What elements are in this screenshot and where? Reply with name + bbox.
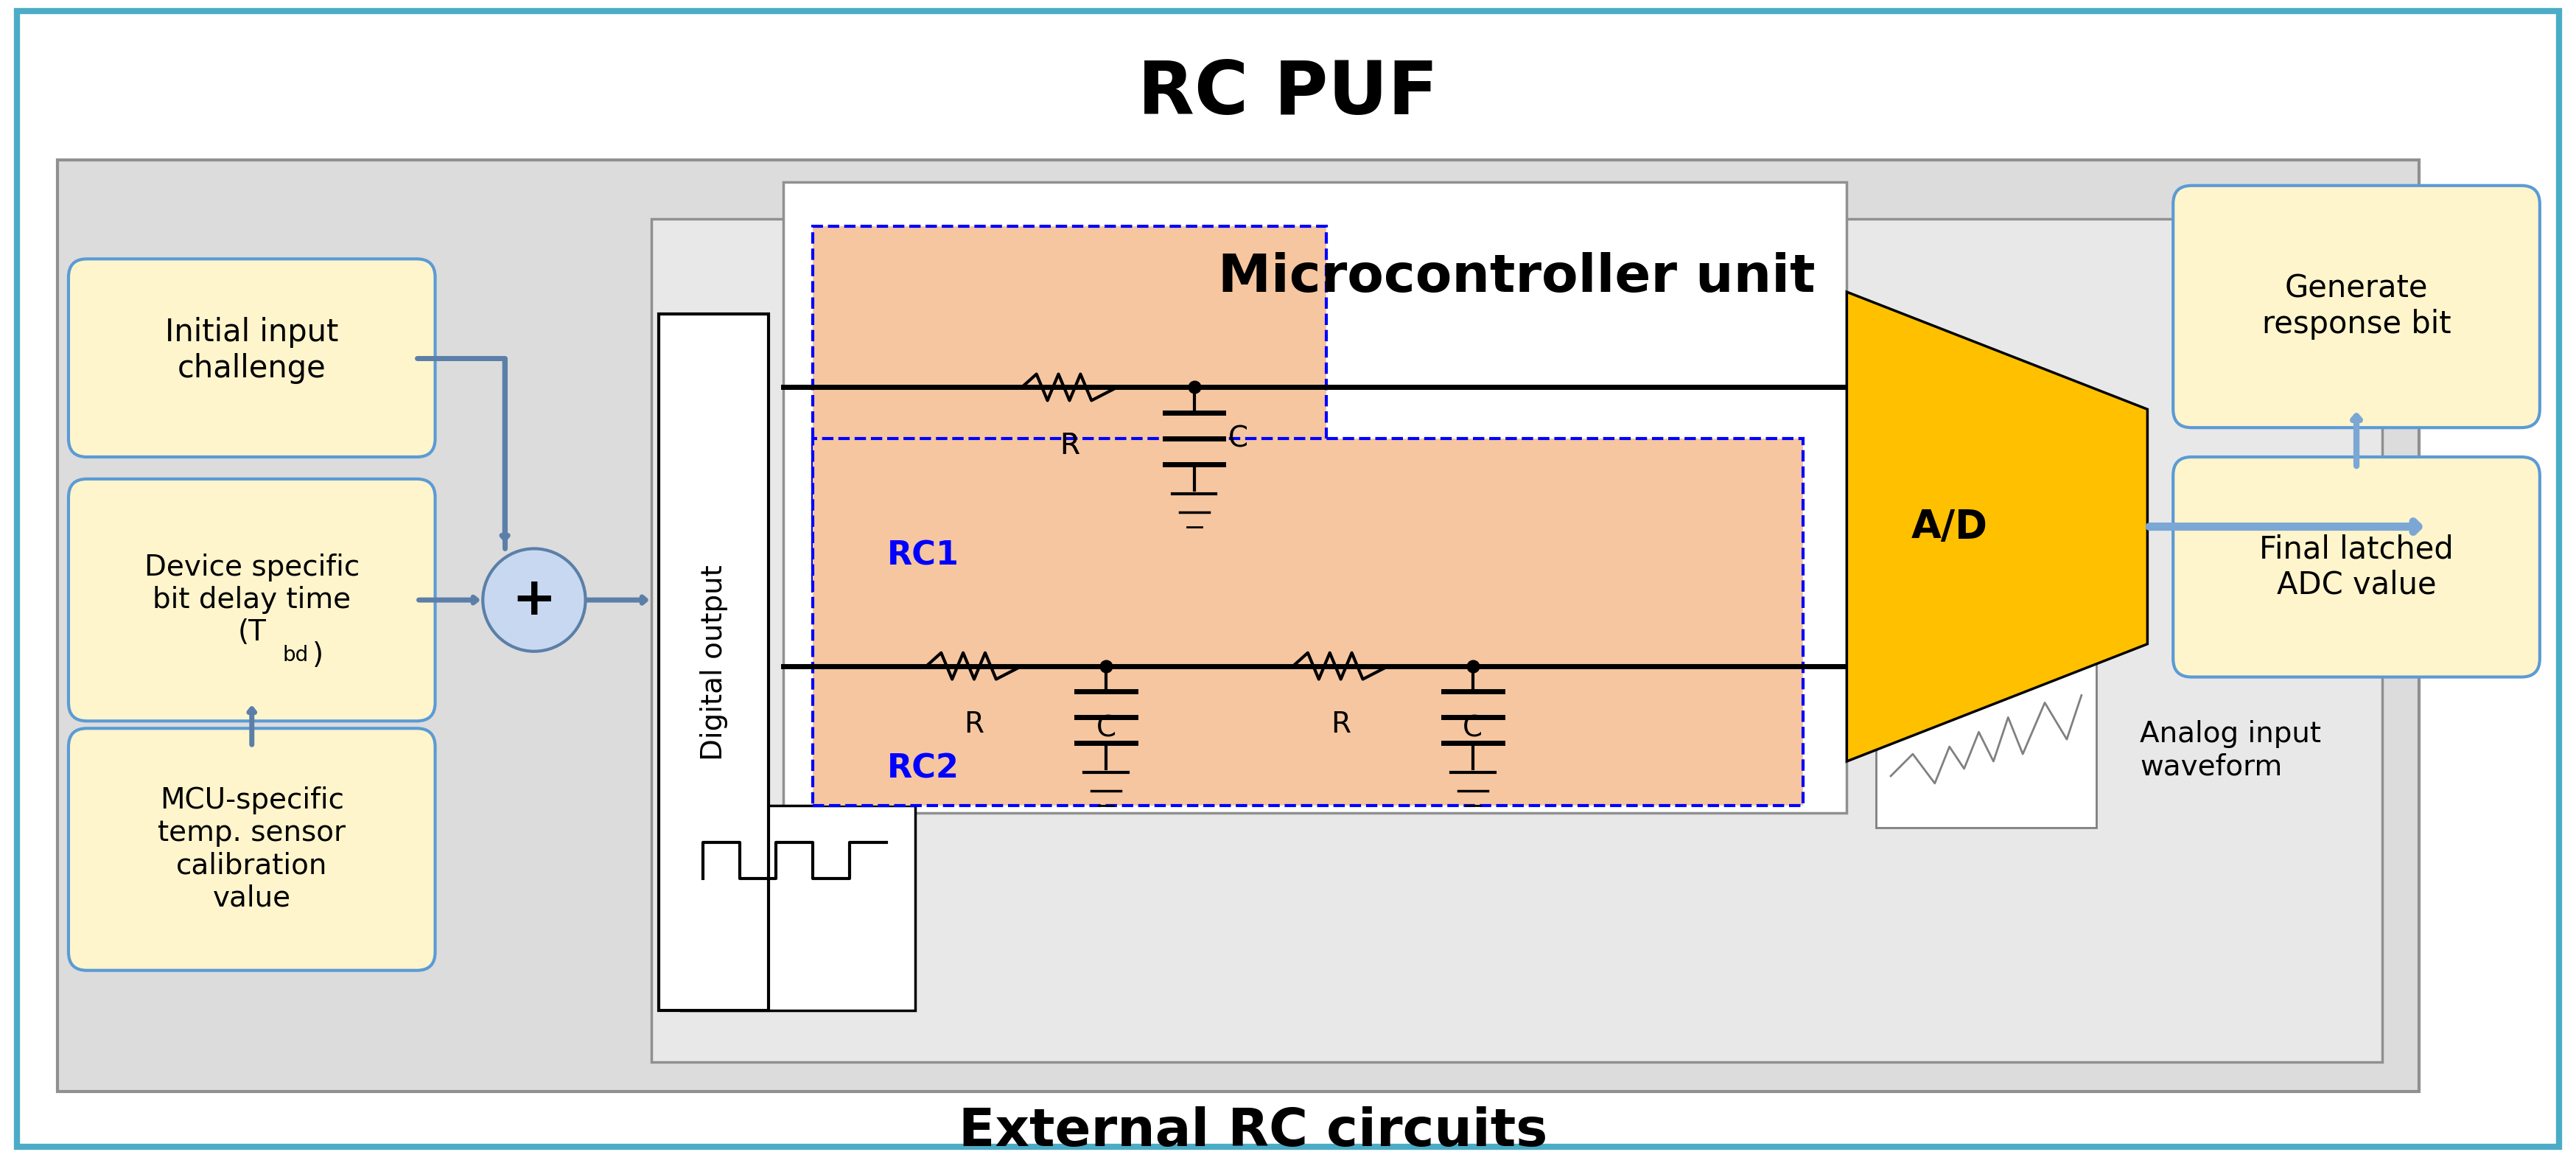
Text: Digital output: Digital output bbox=[701, 564, 729, 761]
FancyBboxPatch shape bbox=[70, 259, 435, 457]
Bar bbox=[814, 438, 1803, 805]
Bar bbox=[680, 805, 914, 1011]
Text: RC PUF: RC PUF bbox=[1139, 58, 1437, 129]
Text: R: R bbox=[1332, 711, 1350, 739]
Bar bbox=[652, 219, 2383, 1062]
Polygon shape bbox=[1847, 292, 2148, 762]
Text: Device specific
bit delay time
(T: Device specific bit delay time (T bbox=[144, 554, 361, 647]
Text: Analog input
waveform: Analog input waveform bbox=[2141, 720, 2321, 780]
Text: A/D: A/D bbox=[1911, 507, 1989, 545]
Bar bbox=[659, 314, 768, 1011]
FancyBboxPatch shape bbox=[70, 479, 435, 721]
FancyBboxPatch shape bbox=[2174, 457, 2540, 677]
Bar bbox=[783, 181, 1847, 813]
Text: External RC circuits: External RC circuits bbox=[958, 1106, 1548, 1157]
Text: C: C bbox=[1463, 714, 1484, 742]
Text: RC1: RC1 bbox=[886, 540, 958, 572]
FancyBboxPatch shape bbox=[2174, 186, 2540, 428]
Text: R: R bbox=[1059, 431, 1079, 459]
Text: bd: bd bbox=[283, 644, 309, 665]
Bar bbox=[1875, 644, 2097, 827]
Text: C: C bbox=[1097, 714, 1115, 742]
Text: Final latched
ADC value: Final latched ADC value bbox=[2259, 534, 2452, 600]
Text: C: C bbox=[1229, 424, 1249, 452]
Text: Generate
response bit: Generate response bit bbox=[2262, 273, 2450, 340]
Text: Initial input
challenge: Initial input challenge bbox=[165, 317, 337, 384]
Bar bbox=[57, 159, 2419, 1091]
Bar bbox=[814, 226, 1327, 593]
Text: ): ) bbox=[312, 641, 325, 669]
Text: R: R bbox=[1059, 431, 1079, 459]
Circle shape bbox=[482, 549, 585, 651]
FancyBboxPatch shape bbox=[70, 728, 435, 970]
Text: +: + bbox=[513, 575, 556, 626]
Text: RC2: RC2 bbox=[886, 752, 958, 785]
Text: MCU-specific
temp. sensor
calibration
value: MCU-specific temp. sensor calibration va… bbox=[157, 786, 345, 912]
Text: R: R bbox=[963, 711, 984, 739]
Text: Microcontroller unit: Microcontroller unit bbox=[1218, 252, 1816, 302]
